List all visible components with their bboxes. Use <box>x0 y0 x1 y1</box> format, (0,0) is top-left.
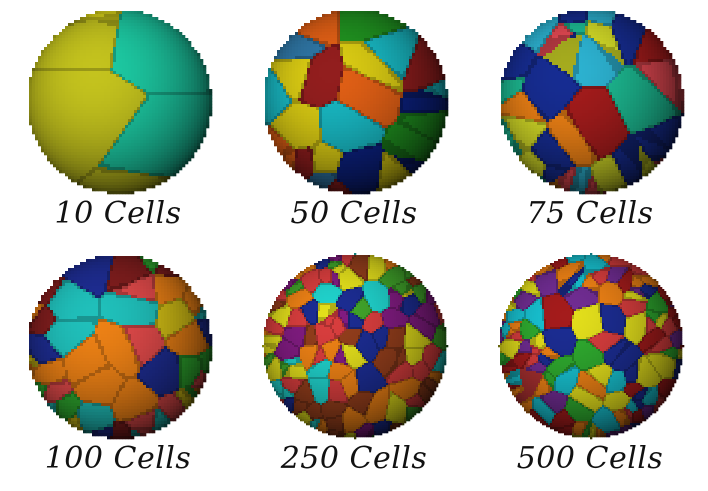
caption-500-cells: 500 Cells <box>472 441 708 476</box>
panel-50-cells: 50 Cells <box>236 0 472 245</box>
voronoi-cells <box>29 256 213 440</box>
voronoi-cells <box>262 253 449 440</box>
panel-75-cells: 75 Cells <box>472 0 708 245</box>
voronoi-cells <box>501 11 685 195</box>
voronoi-cells <box>29 11 213 195</box>
panel-250-cells: 250 Cells <box>236 245 472 490</box>
panel-10-cells: 10 Cells <box>0 0 236 245</box>
panel-100-cells: 100 Cells <box>0 245 236 490</box>
caption-250-cells: 250 Cells <box>236 441 472 476</box>
panel-500-cells: 500 Cells <box>472 245 708 490</box>
caption-10-cells: 10 Cells <box>0 196 236 231</box>
caption-75-cells: 75 Cells <box>472 196 708 231</box>
voronoi-sphere-100-cells <box>29 256 213 440</box>
caption-50-cells: 50 Cells <box>236 196 472 231</box>
voronoi-cells <box>498 253 685 440</box>
voronoi-sphere-250-cells <box>262 253 449 440</box>
voronoi-sphere-50-cells <box>265 11 449 195</box>
voronoi-sphere-75-cells <box>501 11 685 195</box>
caption-100-cells: 100 Cells <box>0 441 236 476</box>
voronoi-sphere-10-cells <box>29 11 213 195</box>
voronoi-cells <box>265 11 449 195</box>
voronoi-sphere-500-cells <box>498 253 685 440</box>
